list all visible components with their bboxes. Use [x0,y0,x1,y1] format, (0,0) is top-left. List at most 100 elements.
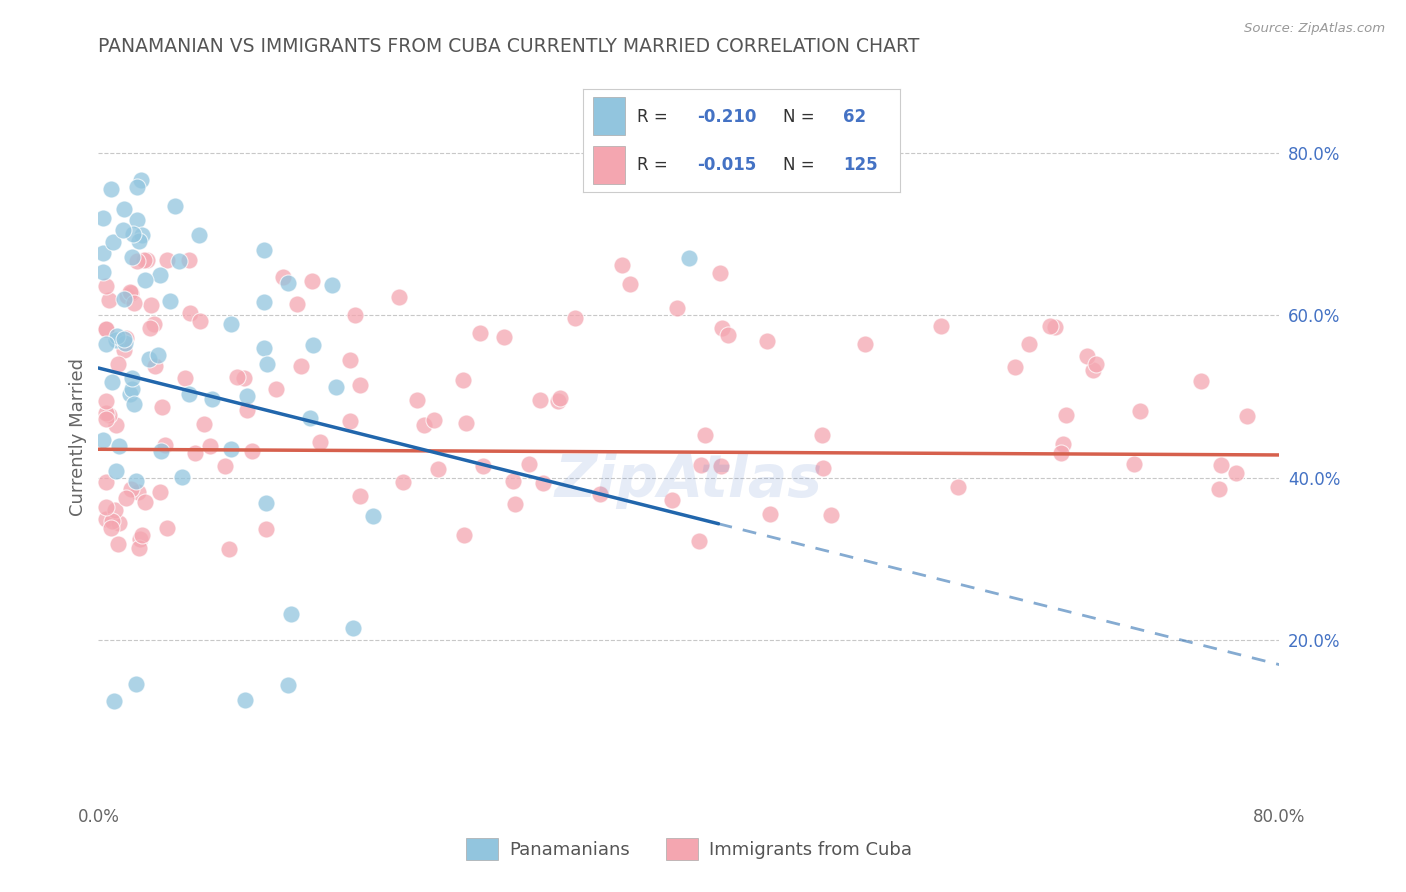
Point [112,332,135,346]
Text: Source: ZipAtlas.com: Source: ZipAtlas.com [1244,22,1385,36]
Point [91,265,114,279]
Point [678,252,700,266]
Point [453,528,475,542]
Point [128,541,150,555]
Point [759,508,782,522]
Point [156,252,179,267]
Point [122,296,145,310]
Point [177,386,200,401]
Point [610,258,633,272]
Point [1211,458,1233,472]
Point [321,277,343,292]
Point [134,273,156,287]
Point [254,495,277,509]
Point [277,678,299,692]
Point [423,413,446,427]
Point [135,252,157,267]
Point [94,322,117,336]
Point [94,279,117,293]
Point [172,469,194,483]
Point [131,527,153,541]
Point [143,359,166,374]
Point [1189,374,1212,388]
Point [253,295,276,310]
Point [233,693,256,707]
Point [344,308,367,322]
Point [264,382,287,396]
Point [619,277,641,291]
Point [96,337,118,351]
Point [517,457,540,471]
Point [188,227,211,242]
Point [221,442,243,457]
Point [149,484,172,499]
Point [298,410,321,425]
Point [412,417,434,432]
Text: N =: N = [783,108,814,126]
Point [101,515,124,529]
Point [94,500,117,515]
Point [325,379,347,393]
Point [1004,360,1026,375]
Point [150,400,173,414]
Point [108,516,131,531]
Point [100,520,122,534]
Point [112,202,135,217]
Point [453,373,475,387]
Point [165,198,187,212]
Point [94,475,117,489]
Point [929,318,952,333]
Point [1054,408,1077,422]
Point [115,491,138,505]
Point [121,382,143,396]
Point [1043,320,1066,334]
Point [717,328,740,343]
Point [94,412,117,426]
Point [124,397,146,411]
Point [547,394,569,409]
Point [811,428,834,442]
Point [472,458,495,473]
Point [219,317,242,331]
Point [271,269,294,284]
Point [190,314,212,328]
Point [564,310,586,325]
Point [94,393,117,408]
Point [285,296,308,310]
Point [173,370,195,384]
Point [503,497,526,511]
Point [94,406,117,420]
Point [1129,404,1152,418]
Point [1049,446,1071,460]
Point [129,173,152,187]
Point [1208,482,1230,496]
Point [156,521,179,535]
Point [121,250,143,264]
Point [256,357,278,371]
Point [665,301,688,316]
Point [169,253,191,268]
Point [690,458,713,473]
Point [693,427,716,442]
Point [103,694,125,708]
Point [290,359,312,374]
Point [125,213,148,227]
Point [100,376,122,390]
Point [233,371,256,385]
Point [125,179,148,194]
Point [118,285,141,300]
Point [1236,409,1258,423]
Point [155,438,177,452]
Text: N =: N = [783,156,814,174]
Point [138,352,160,367]
Point [139,321,162,335]
Point [128,234,150,248]
Point [146,348,169,362]
Point [125,253,148,268]
Text: 125: 125 [844,156,877,174]
Point [114,331,136,345]
Point [200,439,222,453]
Point [361,509,384,524]
Point [184,446,207,460]
Text: -0.015: -0.015 [697,156,756,174]
